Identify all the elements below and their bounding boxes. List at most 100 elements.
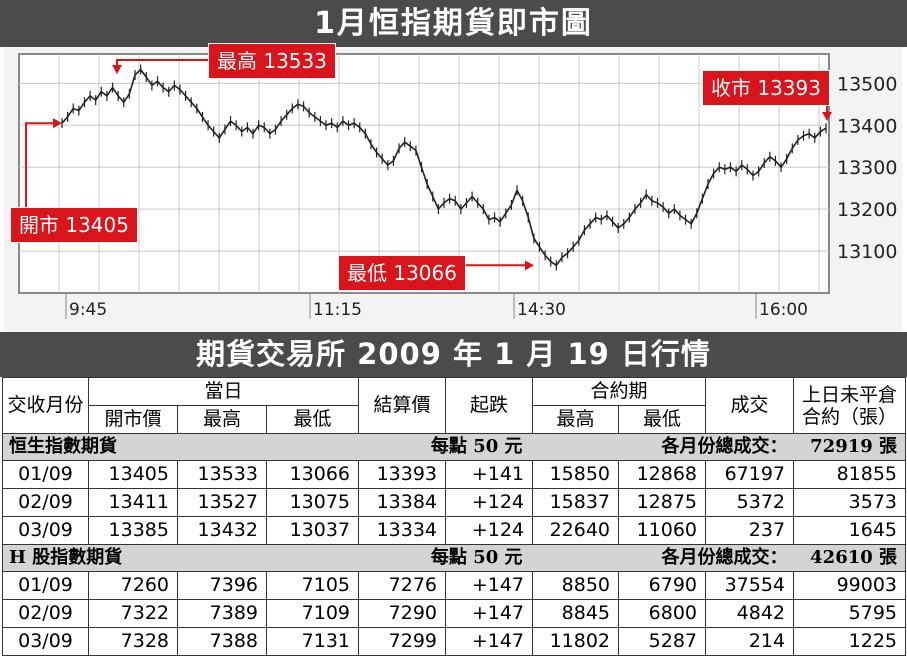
table-cell: 15850 — [532, 460, 620, 489]
table-cell: 13432 — [177, 516, 267, 545]
table-cell: 13533 — [177, 460, 267, 489]
header-low: 最低 — [265, 405, 360, 434]
table-cell: 03/09 — [2, 516, 89, 545]
y-tick-label: 13400 — [837, 115, 897, 137]
header-row-2: 開市價 最高 最低 最高 最低 — [3, 405, 906, 434]
table-cell: +147 — [445, 599, 534, 628]
table-cell: 7131 — [265, 627, 360, 656]
table-cell: 22640 — [532, 516, 620, 545]
header-day-group: 當日 — [87, 377, 360, 406]
table-cell: 6790 — [618, 571, 707, 600]
table-cell: 67197 — [705, 460, 795, 489]
table-cell: +124 — [445, 516, 534, 545]
table-cell: 13527 — [177, 488, 267, 517]
x-tick-label: 14:30 — [517, 300, 566, 320]
table-cell: 13334 — [358, 516, 447, 545]
callout-open: 開市 13405 — [10, 207, 138, 243]
table-cell: 11060 — [618, 516, 707, 545]
callout-high: 最高 13533 — [208, 43, 336, 79]
table-cell: 7260 — [88, 571, 178, 600]
table-cell: 01/09 — [2, 460, 89, 489]
section-per-point: 每點 50 元 — [266, 544, 533, 572]
table-cell: 7299 — [358, 627, 447, 656]
table-cell: 1645 — [793, 516, 907, 545]
table-cell: 5795 — [793, 599, 907, 628]
section-row: H 股指數期貨 每點 50 元各月份總成交： 42610 張 — [2, 544, 907, 572]
table-cell: 8845 — [532, 599, 620, 628]
table-cell: 7322 — [88, 599, 178, 628]
table-cell: 11802 — [532, 627, 620, 656]
arrowhead-close — [822, 112, 832, 121]
y-tick-label: 13300 — [837, 157, 897, 179]
table-cell: +147 — [445, 571, 534, 600]
header-month: 交收月份 — [2, 377, 89, 434]
header-open-interest: 上日未平倉 合約（張） — [793, 377, 907, 434]
y-tick-label: 13100 — [837, 241, 897, 263]
arrow-high — [116, 59, 208, 67]
table-row: 03/09 7328 7388 7131 7299 +147 11802 5287 214 122… — [2, 627, 907, 656]
table-cell: +124 — [445, 488, 534, 517]
header-high: 最高 — [177, 405, 267, 434]
table-cell: 7389 — [177, 599, 267, 628]
header-oi-line2: 合約（張） — [802, 405, 898, 428]
quotes-table: 交收月份 當日 結算價 起跌 合約期 成交 上日未平倉 合約（張） 開市價 最高… — [2, 377, 907, 656]
table-cell: 8850 — [532, 571, 620, 600]
table-cell: 214 — [705, 627, 795, 656]
table-cell: 15837 — [532, 488, 620, 517]
table-cell: 7105 — [265, 571, 360, 600]
table-cell: 4842 — [705, 599, 795, 628]
table-cell: 7328 — [88, 627, 178, 656]
table-cell: 01/09 — [2, 571, 89, 600]
callout-close: 收市 13393 — [702, 70, 830, 106]
section-total: 42610 張 — [793, 544, 907, 572]
x-tick-label: 16:00 — [759, 300, 808, 320]
header-contract-low: 最低 — [618, 405, 707, 434]
y-tick-label: 13200 — [837, 199, 897, 221]
table-cell: +141 — [445, 460, 534, 489]
intraday-chart: 13100 13200 13300 13400 13500 9:45 11:15 14:30 1… — [4, 43, 902, 332]
header-settle: 結算價 — [358, 377, 447, 434]
section-total-label: 各月份總成交： — [532, 544, 794, 572]
x-tick-label: 9:45 — [69, 300, 107, 320]
section-per-point: 每點 50 元 — [266, 433, 533, 461]
table-cell: 6800 — [618, 599, 707, 628]
table-cell: 03/09 — [2, 627, 89, 656]
header-row-1: 交收月份 當日 結算價 起跌 合約期 成交 上日未平倉 合約（張） — [2, 377, 907, 434]
table-row: 01/09 13405 13533 13066 13393 +141 15850 12868 6… — [2, 460, 907, 489]
table-cell: 13405 — [88, 460, 178, 489]
arrowhead-high — [112, 65, 122, 74]
table-cell: 1225 — [793, 627, 907, 656]
chart-title: 1月恒指期貨即市圖 — [0, 0, 907, 47]
section-row: 恒生指數期貨 每點 50 元各月份總成交： 72919 張 — [2, 433, 907, 461]
header-change: 起跌 — [445, 377, 534, 434]
callout-low: 最低 13066 — [338, 255, 466, 291]
section-name: H 股指數期貨 — [2, 544, 267, 572]
header-contract-group: 合約期 — [532, 377, 707, 406]
table-cell: 13384 — [358, 488, 447, 517]
table-cell: 7276 — [358, 571, 447, 600]
table-cell: 13411 — [88, 488, 178, 517]
table-cell: 02/09 — [2, 599, 89, 628]
arrowhead-low — [525, 260, 534, 271]
table-cell: 3573 — [793, 488, 907, 517]
table-row: 01/09 7260 7396 7105 7276 +147 8850 6790 37554 99… — [2, 571, 907, 600]
y-tick-label: 13500 — [837, 73, 897, 95]
chart-svg: 13100 13200 13300 13400 13500 9:45 11:15 14:30 1… — [18, 53, 897, 320]
table-cell: 13037 — [265, 516, 360, 545]
table-cell: 99003 — [793, 571, 907, 600]
table-cell: 37554 — [705, 571, 795, 600]
table-cell: 7388 — [177, 627, 267, 656]
table-cell: 12868 — [618, 460, 707, 489]
arrowhead-open — [53, 118, 62, 129]
table-row: 03/09 13385 13432 13037 13334 +124 22640 11060 2… — [2, 516, 907, 545]
section-name: 恒生指數期貨 — [2, 433, 267, 461]
table-cell: 7109 — [265, 599, 360, 628]
table-cell: 7290 — [358, 599, 447, 628]
table-title: 期貨交易所 2009 年 1 月 19 日行情 — [0, 332, 907, 377]
arrow-open — [25, 122, 59, 207]
section-total-label: 各月份總成交： — [532, 433, 794, 461]
x-tick-label: 11:15 — [313, 300, 362, 320]
table-cell: 7396 — [177, 571, 267, 600]
table-cell: 12875 — [618, 488, 707, 517]
